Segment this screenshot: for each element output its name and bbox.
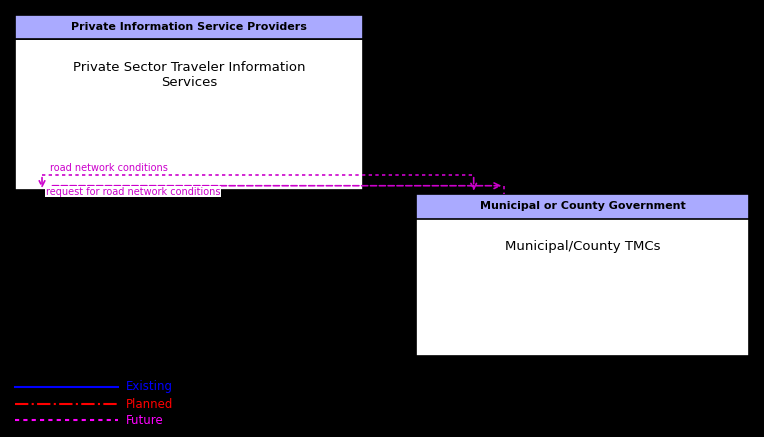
Text: request for road network conditions: request for road network conditions — [46, 187, 220, 197]
Bar — [15, 15, 363, 39]
Bar — [416, 218, 749, 356]
Text: Municipal/County TMCs: Municipal/County TMCs — [505, 240, 660, 253]
Text: Planned: Planned — [126, 398, 173, 411]
Text: Existing: Existing — [126, 380, 173, 393]
Text: Municipal or County Government: Municipal or County Government — [480, 201, 685, 212]
Text: road network conditions: road network conditions — [50, 163, 167, 173]
Text: Private Information Service Providers: Private Information Service Providers — [71, 22, 307, 32]
Text: Private Sector Traveler Information
Services: Private Sector Traveler Information Serv… — [73, 61, 306, 89]
Bar — [15, 39, 363, 190]
Bar — [416, 194, 749, 218]
Text: Future: Future — [126, 414, 163, 427]
